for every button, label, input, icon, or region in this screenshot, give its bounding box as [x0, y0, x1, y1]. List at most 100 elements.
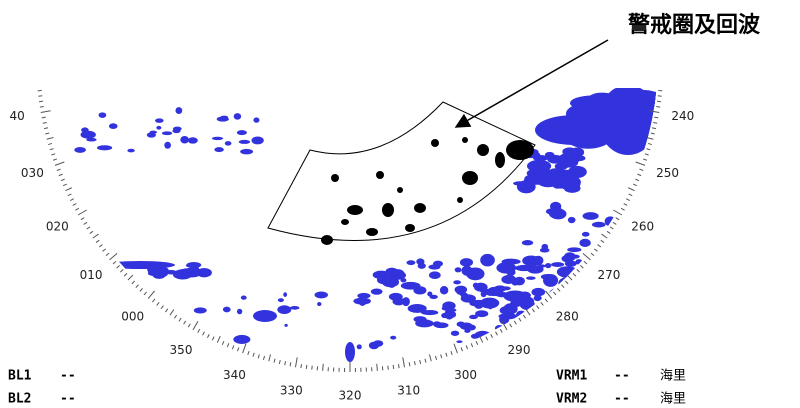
- echo: [464, 329, 470, 333]
- echo: [528, 319, 543, 327]
- bearing-tick: [476, 341, 478, 345]
- bearing-tick: [461, 347, 462, 351]
- bearing-tick: [87, 227, 90, 229]
- bearing-tick: [435, 356, 436, 360]
- echo: [550, 329, 563, 334]
- bearing-tick: [274, 359, 275, 363]
- echo: [156, 126, 161, 130]
- echo: [442, 306, 453, 311]
- echo: [241, 296, 247, 300]
- echo: [477, 345, 486, 350]
- bearing-tick: [152, 299, 155, 302]
- status-value: --: [60, 392, 76, 407]
- echo: [499, 344, 505, 347]
- echo: [194, 307, 207, 313]
- echo: [212, 137, 223, 140]
- bearing-tick: [73, 204, 77, 206]
- bearing-tick: [237, 347, 238, 351]
- bearing-tick: [653, 122, 657, 123]
- bearing-tick: [39, 14, 43, 15]
- echo: [513, 181, 527, 185]
- bearing-tick: [577, 269, 580, 272]
- echo: [606, 254, 614, 260]
- echo: [502, 259, 521, 265]
- bearing-tick: [106, 253, 109, 256]
- bearing-tick: [179, 318, 181, 321]
- echo: [385, 268, 398, 277]
- bearing-tick: [541, 302, 543, 305]
- echo: [506, 140, 534, 160]
- bearing-tick: [610, 227, 613, 229]
- echo: [555, 329, 571, 338]
- bearing-tick: [594, 249, 597, 251]
- bearing-tick: [75, 208, 78, 210]
- bearing-tick: [48, 143, 52, 144]
- bearing-tick: [109, 253, 117, 259]
- echo: [541, 244, 548, 250]
- echo: [455, 267, 462, 272]
- bearing-tick: [132, 281, 135, 284]
- bearing-tick: [55, 162, 64, 165]
- bearing-tick: [656, 85, 663, 86]
- echo: [369, 342, 379, 349]
- bearing-label: 350: [170, 343, 193, 357]
- bearing-tick: [93, 234, 99, 238]
- echo: [558, 277, 580, 290]
- echo: [253, 117, 259, 122]
- bearing-tick: [519, 318, 521, 321]
- echo: [592, 222, 606, 228]
- echo: [579, 239, 590, 247]
- bearing-tick: [174, 315, 176, 318]
- echo: [538, 264, 546, 267]
- echo: [499, 315, 509, 324]
- echo: [550, 208, 567, 219]
- bearing-tick: [124, 273, 127, 276]
- bearing-tick: [207, 334, 209, 338]
- bearing-label: 40: [9, 109, 24, 123]
- echo: [406, 260, 415, 265]
- bearing-label: 270: [597, 268, 620, 282]
- echo: [598, 85, 658, 155]
- status-value: --: [614, 392, 630, 407]
- echo: [605, 216, 616, 226]
- bearing-tick: [258, 354, 259, 358]
- echo: [376, 171, 384, 179]
- status-value: --: [60, 369, 76, 384]
- echo: [217, 117, 229, 122]
- echo: [390, 336, 396, 340]
- echo: [569, 347, 583, 355]
- bearing-tick: [584, 261, 587, 264]
- bearing-tick: [198, 329, 200, 332]
- echo: [178, 269, 189, 277]
- bearing-tick: [170, 309, 174, 315]
- bearing-tick: [398, 364, 399, 368]
- echo: [277, 305, 291, 314]
- echo: [500, 306, 515, 315]
- echo: [253, 310, 277, 322]
- bearing-tick: [90, 231, 93, 233]
- bearing-label: 000: [121, 309, 144, 323]
- bearing-tick: [306, 365, 307, 369]
- echo: [345, 342, 355, 362]
- echo: [389, 293, 403, 301]
- echo: [237, 130, 247, 135]
- bearing-tick: [203, 332, 205, 336]
- echo: [559, 153, 579, 164]
- echo-group: [74, 85, 683, 362]
- echo: [81, 131, 96, 139]
- bearing-tick: [626, 199, 630, 201]
- bearing-tick: [136, 285, 139, 288]
- echo: [548, 168, 565, 176]
- echo: [527, 160, 551, 173]
- bearing-tick: [50, 149, 54, 150]
- bearing-tick: [40, 106, 44, 107]
- echo: [568, 298, 585, 307]
- echo: [462, 171, 478, 185]
- echo: [127, 149, 134, 153]
- echo: [541, 336, 553, 340]
- bearing-tick: [601, 234, 607, 238]
- bearing-tick: [253, 353, 254, 357]
- echo: [405, 224, 415, 232]
- bearing-tick: [212, 337, 214, 341]
- echo: [331, 174, 339, 182]
